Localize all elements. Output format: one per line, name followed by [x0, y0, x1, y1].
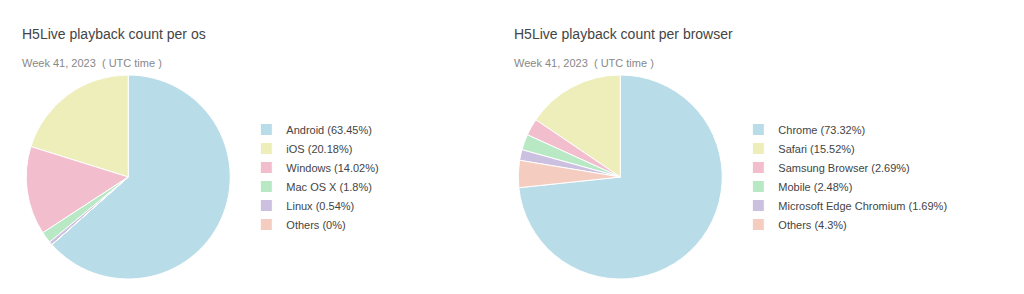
svg-text:Chrome (73.32%): Chrome (73.32%): [778, 124, 865, 136]
svg-text:iOS (20.18%): iOS (20.18%): [286, 143, 352, 155]
svg-text:Safari (15.52%): Safari (15.52%): [778, 143, 854, 155]
svg-text:Mobile (2.48%): Mobile (2.48%): [778, 181, 852, 193]
svg-text:Samsung Browser (2.69%): Samsung Browser (2.69%): [778, 162, 909, 174]
svg-text:H5Live playback count per brow: H5Live playback count per browser: [514, 26, 733, 42]
svg-text:Others (4.3%): Others (4.3%): [778, 219, 846, 231]
svg-text:Windows (14.02%): Windows (14.02%): [286, 162, 378, 174]
svg-text:H5Live playback count per os: H5Live playback count per os: [22, 26, 206, 42]
svg-text:Android (63.45%): Android (63.45%): [286, 124, 372, 136]
svg-text:Microsoft Edge Chromium (1.69%: Microsoft Edge Chromium (1.69%): [778, 200, 947, 212]
svg-text:Week 41, 2023 ( UTC time ): Week 41, 2023 ( UTC time ): [22, 57, 162, 69]
svg-text:Week 41, 2023 ( UTC time ): Week 41, 2023 ( UTC time ): [514, 57, 654, 69]
svg-text:Mac OS X (1.8%): Mac OS X (1.8%): [286, 181, 372, 193]
svg-text:Linux (0.54%): Linux (0.54%): [286, 200, 354, 212]
svg-text:Others (0%): Others (0%): [286, 219, 345, 231]
